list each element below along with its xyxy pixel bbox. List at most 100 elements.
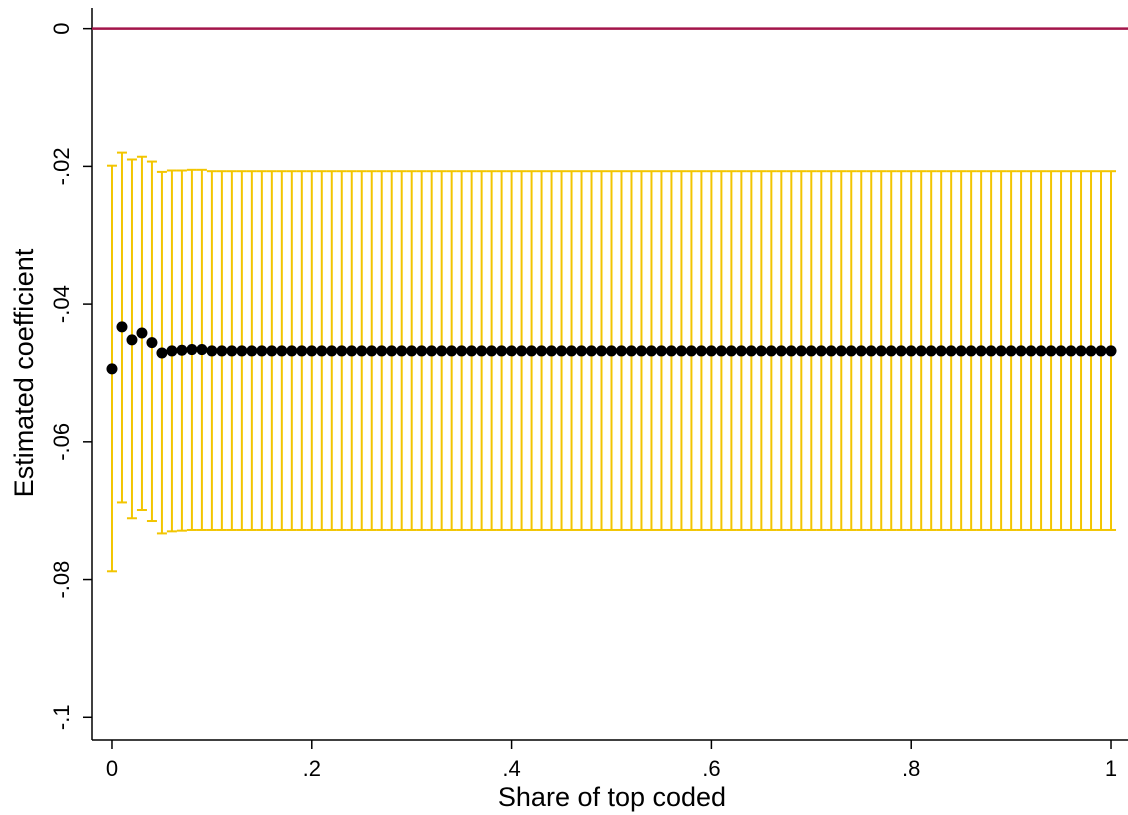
point [366,345,378,357]
point [146,337,158,349]
point [586,345,598,357]
y-tick-label: -.06 [49,423,74,461]
point [985,345,997,357]
point [755,345,767,357]
point [875,345,887,357]
y-tick-label: -.02 [49,147,74,185]
point [336,345,348,357]
point [386,345,398,357]
point [685,345,697,357]
point [965,345,977,357]
point [536,345,548,357]
point [835,345,847,357]
x-tick-label: 1 [1105,756,1117,781]
point [356,345,368,357]
x-tick-label: .2 [303,756,321,781]
point [206,345,218,357]
point [775,345,787,357]
point [346,345,358,357]
point [216,345,228,357]
point [156,347,168,359]
point [885,345,897,357]
point [1105,345,1117,357]
point [915,345,927,357]
point [236,345,248,357]
point [226,345,238,357]
y-tick-label: -.08 [49,561,74,599]
point [456,345,468,357]
point [546,345,558,357]
point [655,345,667,357]
point [376,345,388,357]
point [196,344,208,356]
y-axis-title: Estimated coefficient [9,248,39,497]
x-tick-label: .4 [502,756,520,781]
point [496,345,508,357]
point [1055,345,1067,357]
point [1025,345,1037,357]
point [266,345,278,357]
point [895,345,907,357]
point [1065,345,1077,357]
x-tick-label: .8 [902,756,920,781]
point [845,345,857,357]
point [785,345,797,357]
point [975,345,987,357]
point [406,345,418,357]
y-tick-label: -.1 [49,704,74,730]
point [945,345,957,357]
point [176,344,188,356]
point [1015,345,1027,357]
point [855,345,867,357]
point [186,344,198,356]
point [256,345,268,357]
point [276,345,288,357]
point [296,345,308,357]
point [905,345,917,357]
point [705,345,717,357]
point [506,345,518,357]
point [556,345,568,357]
point [1045,345,1057,357]
point [466,345,478,357]
point [1095,345,1107,357]
point [1075,345,1087,357]
point [1035,345,1047,357]
point [765,345,777,357]
point [935,345,947,357]
point [745,345,757,357]
point [635,345,647,357]
point [126,334,138,346]
point [1085,345,1097,357]
point [925,345,937,357]
point [526,345,538,357]
point [596,345,608,357]
y-tick-label: -.04 [49,285,74,323]
point [396,345,408,357]
point [486,345,498,357]
point [715,345,727,357]
point [815,345,827,357]
point [446,345,458,357]
point [316,345,328,357]
point [576,345,588,357]
point [136,327,148,339]
point [795,345,807,357]
y-tick-label: 0 [49,23,74,35]
point [605,345,617,357]
point [665,345,677,357]
point [286,345,298,357]
point [566,345,578,357]
point [735,345,747,357]
point [246,345,258,357]
point [695,345,707,357]
point [865,345,877,357]
point [805,345,817,357]
point [326,345,338,357]
point [476,345,488,357]
point [625,345,637,357]
point [615,345,627,357]
point [516,345,528,357]
